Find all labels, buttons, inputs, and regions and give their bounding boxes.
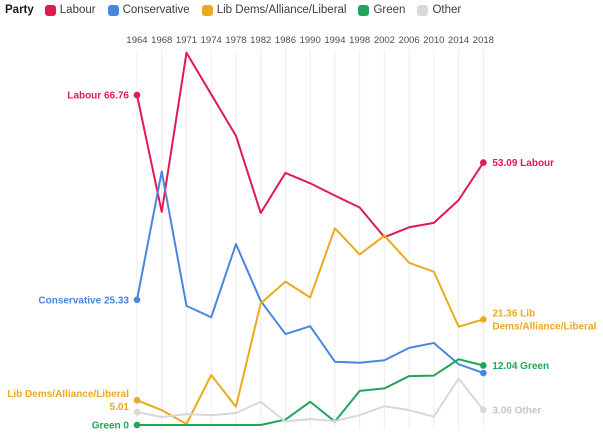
legend-label: Green bbox=[373, 4, 406, 16]
x-axis-label: 2006 bbox=[399, 35, 420, 46]
dot-end-labour bbox=[480, 159, 487, 166]
line-libdem bbox=[136, 227, 485, 426]
legend-item-green[interactable]: Green bbox=[358, 4, 405, 16]
dot-end-conservative bbox=[480, 369, 487, 377]
x-axis-label: 1998 bbox=[349, 35, 370, 46]
legend-swatch-icon bbox=[107, 4, 119, 16]
legend-label: Other bbox=[432, 4, 462, 16]
legend-label: Lib Dems/Alliance/Liberal bbox=[216, 4, 347, 16]
x-axis-label: 2010 bbox=[423, 35, 444, 46]
annotation-labour-start: Labour 66.76 bbox=[67, 91, 129, 102]
line-green bbox=[136, 358, 485, 426]
legend-items: Labour Conservative Lib Dems/Alliance/Libe… bbox=[44, 4, 461, 16]
line-labour bbox=[136, 51, 485, 239]
x-axis-label: 1974 bbox=[201, 35, 222, 46]
dot-end-libdem bbox=[480, 316, 487, 323]
dot-start-conservative bbox=[133, 296, 141, 304]
legend-swatch-icon bbox=[201, 4, 213, 16]
legend-label: Labour bbox=[59, 4, 96, 16]
legend-swatch-icon bbox=[358, 4, 370, 16]
legend-item-labour[interactable]: Labour bbox=[44, 4, 96, 16]
annotation-labour-end: 53.09 Labour bbox=[492, 158, 554, 169]
dot-end-other bbox=[480, 406, 487, 414]
x-axis-label: 2018 bbox=[473, 35, 494, 46]
annotation-green-end: 12.04 Green bbox=[492, 361, 549, 372]
x-axis-label: 1994 bbox=[324, 35, 345, 46]
dot-start-green bbox=[133, 421, 141, 429]
annotation-green-start: Green 0 bbox=[92, 421, 130, 432]
line-conservative bbox=[136, 170, 485, 375]
legend-item-other[interactable]: Other bbox=[417, 4, 461, 16]
annotation-libdem-end: 21.36 Lib bbox=[492, 308, 535, 319]
annotation-conservative-start: Conservative 25.33 bbox=[38, 295, 129, 306]
legend-swatch-icon bbox=[417, 4, 429, 16]
x-axis-label: 1971 bbox=[176, 35, 197, 46]
annotation-libdem-start: Lib Dems/Alliance/Liberal bbox=[7, 389, 129, 400]
annotation-libdem-end: Dems/Alliance/Liberal bbox=[492, 321, 596, 332]
legend: Party Labour Conservative Lib Dems/Allianc… bbox=[5, 4, 461, 16]
dot-start-labour bbox=[133, 91, 141, 99]
x-axis-label: 2002 bbox=[374, 35, 395, 46]
annotation-libdem-start: 5.01 bbox=[110, 402, 130, 413]
x-axis-label: 1978 bbox=[225, 35, 246, 46]
x-axis-label: 1986 bbox=[275, 35, 296, 46]
x-axis-label: 1990 bbox=[300, 35, 321, 46]
legend-label: Conservative bbox=[122, 4, 190, 16]
legend-item-lib-dems-alliance-liberal[interactable]: Lib Dems/Alliance/Liberal bbox=[201, 4, 347, 16]
legend-title: Party bbox=[5, 4, 34, 16]
x-axis-label: 2014 bbox=[448, 35, 469, 46]
dot-start-libdem bbox=[133, 396, 141, 404]
dot-end-green bbox=[480, 362, 487, 369]
x-axis-label: 1982 bbox=[250, 35, 271, 46]
x-axis-label: 1964 bbox=[126, 35, 147, 46]
legend-item-conservative[interactable]: Conservative bbox=[107, 4, 190, 16]
line-other bbox=[136, 377, 485, 423]
dot-start-other bbox=[133, 408, 141, 416]
annotation-other-end: 3.06 Other bbox=[492, 405, 541, 416]
legend-swatch-icon bbox=[44, 4, 56, 16]
x-axis-label: 1968 bbox=[151, 35, 172, 46]
